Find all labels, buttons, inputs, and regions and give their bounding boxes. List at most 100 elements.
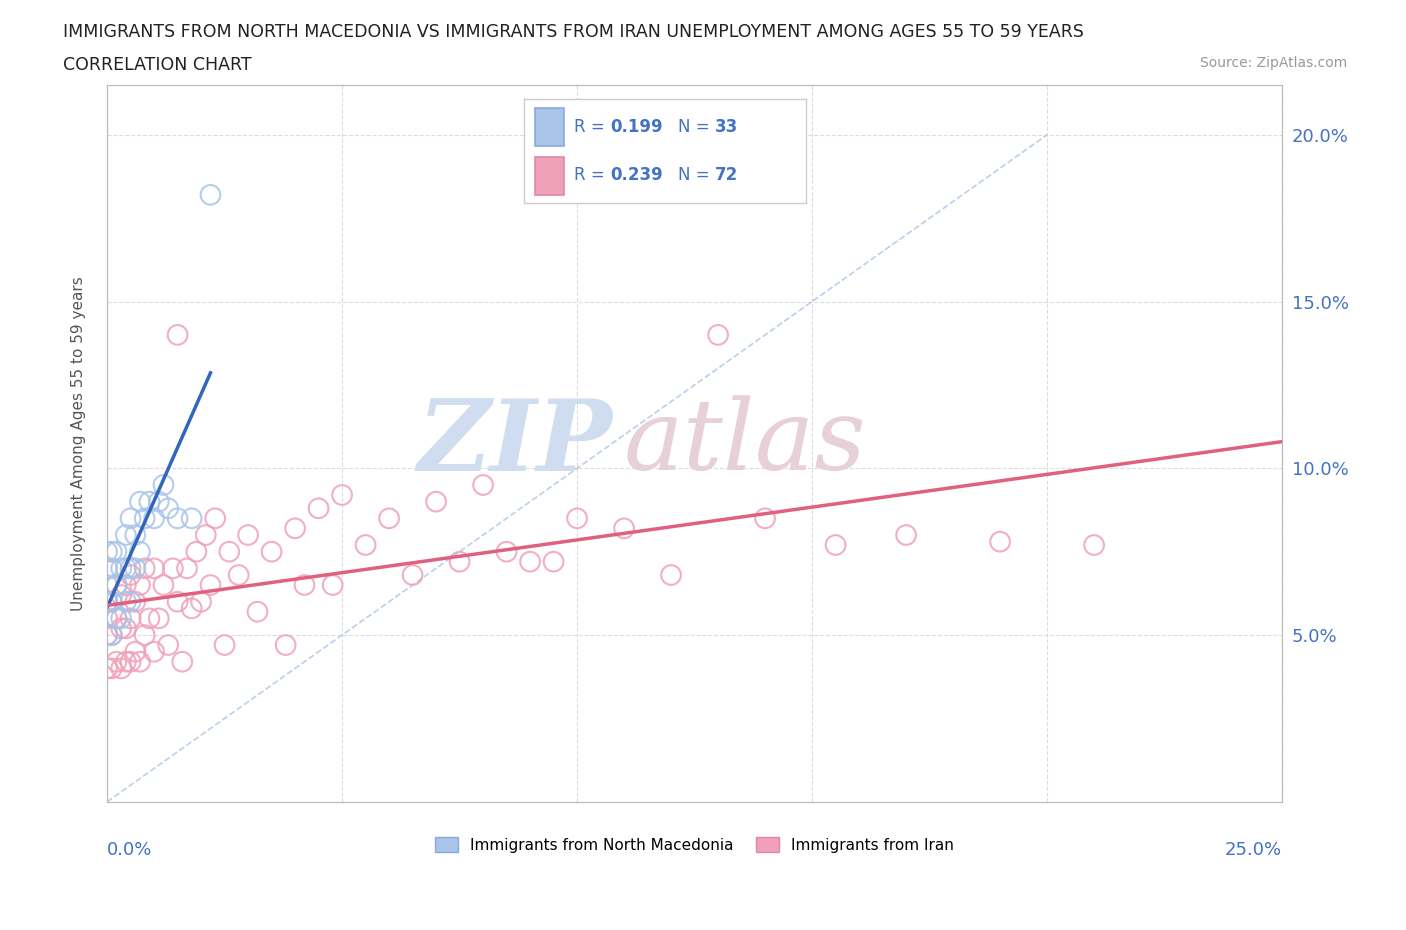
Point [186, 544, 208, 559]
Point [120, 655, 142, 670]
Point [100, 594, 122, 609]
Point [162, 561, 184, 576]
Point [110, 621, 132, 636]
Point [110, 588, 132, 603]
Point [330, 487, 353, 502]
Text: CORRELATION CHART: CORRELATION CHART [63, 56, 252, 73]
Point [190, 594, 212, 609]
Point [96, 561, 118, 576]
Point [120, 611, 142, 626]
Point [166, 594, 188, 609]
Point [105, 578, 128, 592]
Point [129, 655, 152, 670]
Point [100, 661, 122, 676]
Point [120, 567, 142, 582]
Point [200, 578, 222, 592]
Point [218, 544, 240, 559]
Point [96, 594, 118, 609]
Point [110, 611, 132, 626]
Point [200, 187, 222, 202]
Point [134, 511, 156, 525]
Point [754, 511, 776, 525]
Y-axis label: Unemployment Among Ages 55 to 59 years: Unemployment Among Ages 55 to 59 years [72, 276, 86, 611]
Text: Source: ZipAtlas.com: Source: ZipAtlas.com [1199, 56, 1347, 70]
Point [354, 538, 377, 552]
Point [152, 477, 174, 492]
Point [988, 534, 1011, 549]
Point [1083, 538, 1105, 552]
Point [100, 561, 122, 576]
Point [246, 604, 269, 619]
Point [129, 578, 152, 592]
Point [543, 554, 565, 569]
Point [129, 494, 152, 509]
Point [120, 511, 142, 525]
Point [204, 511, 226, 525]
Point [105, 578, 128, 592]
Point [143, 511, 166, 525]
Point [157, 501, 180, 516]
Point [105, 611, 128, 626]
Point [449, 554, 471, 569]
Point [322, 578, 344, 592]
Point [894, 527, 917, 542]
Point [401, 567, 423, 582]
Point [214, 638, 236, 653]
Point [148, 494, 170, 509]
Point [124, 527, 146, 542]
Point [115, 527, 138, 542]
Point [519, 554, 541, 569]
Point [96, 578, 118, 592]
Point [115, 594, 138, 609]
Point [100, 628, 122, 643]
Point [115, 578, 138, 592]
Point [180, 601, 202, 616]
Point [274, 638, 297, 653]
Point [120, 594, 142, 609]
Point [110, 561, 132, 576]
Point [176, 561, 198, 576]
Point [100, 628, 122, 643]
Point [115, 621, 138, 636]
Point [152, 578, 174, 592]
Point [613, 521, 636, 536]
Point [143, 561, 166, 576]
Point [138, 611, 160, 626]
Point [96, 661, 118, 676]
Point [124, 644, 146, 659]
Point [105, 611, 128, 626]
Point [148, 611, 170, 626]
Point [228, 567, 250, 582]
Point [157, 638, 180, 653]
Text: IMMIGRANTS FROM NORTH MACEDONIA VS IMMIGRANTS FROM IRAN UNEMPLOYMENT AMONG AGES : IMMIGRANTS FROM NORTH MACEDONIA VS IMMIG… [63, 23, 1084, 41]
Point [565, 511, 588, 525]
Point [115, 655, 138, 670]
Point [134, 561, 156, 576]
Point [172, 655, 194, 670]
Point [96, 628, 118, 643]
Legend: Immigrants from North Macedonia, Immigrants from Iran: Immigrants from North Macedonia, Immigra… [429, 830, 960, 858]
Point [236, 527, 259, 542]
Point [707, 327, 730, 342]
Point [124, 594, 146, 609]
Point [129, 544, 152, 559]
Point [124, 561, 146, 576]
Point [166, 327, 188, 342]
Point [308, 501, 330, 516]
Text: 0.0%: 0.0% [107, 842, 152, 859]
Point [138, 494, 160, 509]
Point [134, 628, 156, 643]
Point [378, 511, 401, 525]
Text: ZIP: ZIP [418, 395, 613, 492]
Point [284, 521, 307, 536]
Point [105, 655, 128, 670]
Point [120, 561, 142, 576]
Point [824, 538, 846, 552]
Point [143, 644, 166, 659]
Point [166, 511, 188, 525]
Point [115, 561, 138, 576]
Text: atlas: atlas [624, 395, 868, 491]
Point [96, 628, 118, 643]
Point [659, 567, 682, 582]
Point [472, 477, 495, 492]
